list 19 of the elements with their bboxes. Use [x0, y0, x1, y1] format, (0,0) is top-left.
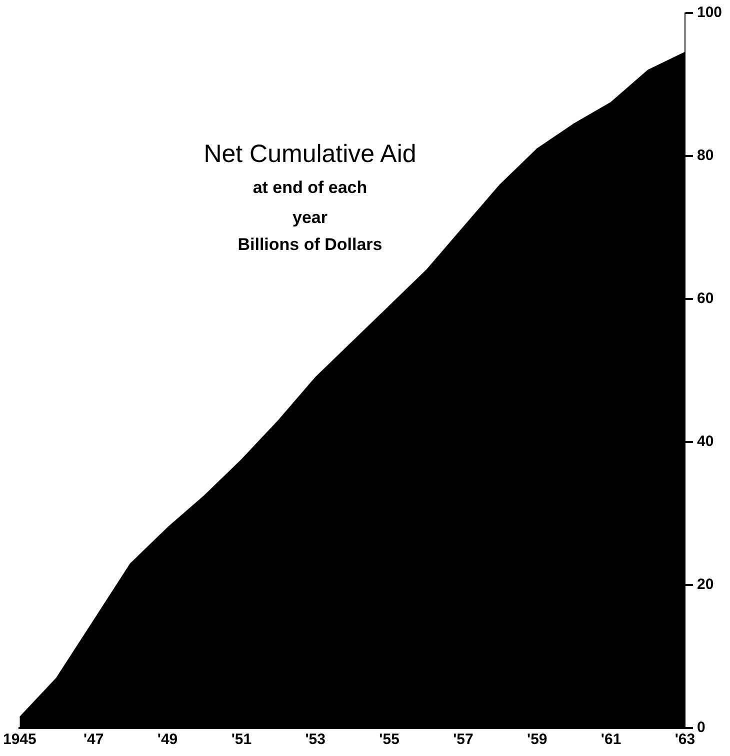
- y-tick-label: 20: [696, 576, 714, 594]
- y-axis-title: Billions of Dollars: [236, 235, 384, 255]
- x-tick-label: '63: [674, 731, 696, 748]
- x-tick-label: '47: [83, 731, 104, 748]
- x-tick-label: '59: [527, 731, 548, 748]
- x-tick-label: '61: [600, 731, 622, 748]
- y-tick-label: 100: [696, 4, 722, 22]
- x-tick-label: '49: [157, 731, 178, 748]
- x-tick-label: '53: [305, 731, 326, 748]
- x-tick-label: '57: [453, 731, 474, 748]
- x-tick-label: 1945: [2, 731, 36, 748]
- y-tick-label: 60: [696, 290, 714, 308]
- text: at end of each year: [252, 177, 368, 229]
- y-tick-label: 0: [696, 719, 706, 736]
- y-tick-label: 80: [696, 147, 714, 164]
- x-tick-label: '51: [231, 731, 252, 748]
- y-tick-label: 40: [696, 433, 714, 450]
- text: Net Cumulative Aid: [202, 140, 418, 169]
- x-tick-label: '55: [379, 731, 400, 748]
